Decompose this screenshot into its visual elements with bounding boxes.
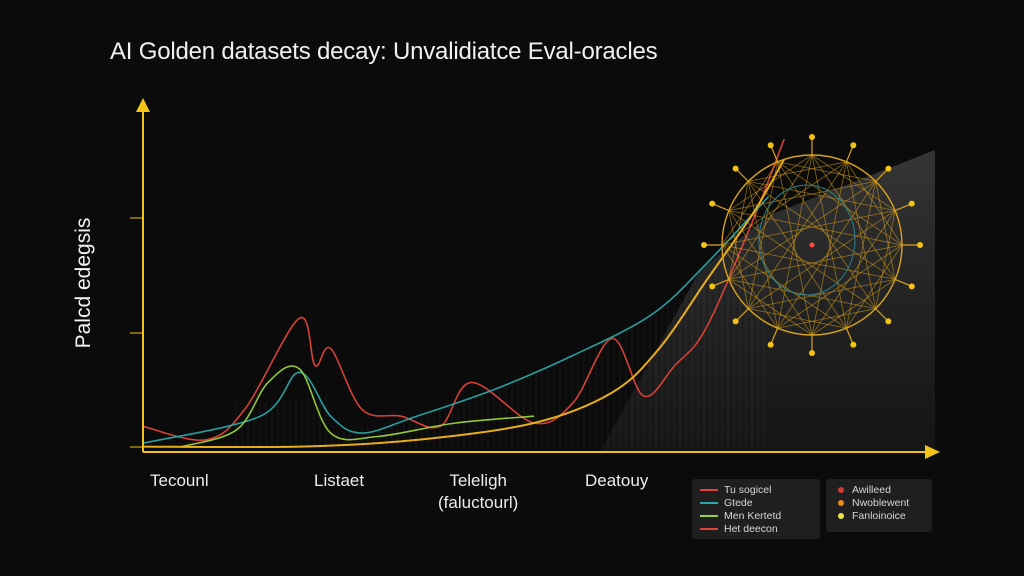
legend-item: Tu sogicel: [700, 483, 812, 496]
oracle-edge: [728, 279, 813, 336]
oracle-edge: [875, 210, 896, 309]
x-category-label: Deatouy: [585, 471, 649, 490]
oracle-edge: [811, 154, 847, 329]
oracle-spike: [770, 144, 779, 163]
oracle-network: [701, 134, 923, 356]
legend-markers: Awilleed Nwoblewent Fanloinoice: [826, 479, 932, 532]
series-line-3: [181, 365, 535, 448]
oracle-node: [709, 200, 716, 207]
oracle-edge: [777, 154, 813, 329]
oracle-node: [767, 142, 774, 149]
oracle-edge: [846, 181, 877, 329]
oracle-node: [908, 283, 915, 290]
oracle-edge: [777, 181, 877, 329]
legend-lines: Tu sogicel Gtede Men Kertetd Het deecon: [692, 479, 820, 539]
oracle-node: [809, 134, 815, 140]
oracle-edge: [728, 210, 876, 310]
oracle-edge: [728, 210, 903, 246]
oracle-edge: [728, 210, 749, 309]
oracle-node: [709, 283, 716, 290]
oracle-edge: [721, 161, 778, 246]
oracle-edge: [811, 210, 896, 336]
oracle-edge: [748, 210, 896, 310]
x-category-label: Teleligh (faluctourl): [438, 471, 519, 512]
oracle-spike: [735, 168, 749, 182]
x-axis-arrow: [925, 445, 940, 459]
oracle-spike: [711, 278, 730, 287]
oracle-edge: [728, 154, 813, 211]
oracle-edge: [846, 244, 903, 329]
oracle-edge: [777, 161, 876, 182]
oracle-node: [701, 242, 707, 248]
x-category-label: Listaet: [314, 471, 365, 490]
series-line-2: [142, 195, 770, 444]
oracle-spike: [894, 203, 913, 212]
oracle-spike: [845, 144, 854, 163]
oracle-core: [809, 242, 815, 248]
oracle-spike: [875, 168, 889, 182]
oracle-node: [885, 165, 892, 172]
legend-item: Gtede: [700, 496, 812, 509]
oracle-edge: [728, 181, 749, 280]
oracle-edge: [811, 161, 847, 336]
oracle-spike: [845, 327, 854, 346]
oracle-node: [809, 350, 815, 356]
oracle-edge: [748, 180, 896, 280]
oracle-spike: [770, 327, 779, 346]
oracle-edge: [846, 161, 903, 246]
series-line-4: [142, 158, 786, 449]
legend-item: Awilleed: [834, 483, 924, 496]
oracle-spike: [735, 308, 749, 322]
oracle-node: [917, 242, 923, 248]
x-category-label: Tecounl: [150, 471, 209, 490]
oracle-edge: [747, 161, 847, 309]
oracle-edge: [777, 308, 876, 329]
oracle-edge: [811, 279, 896, 336]
oracle-edge: [721, 244, 896, 280]
oracle-edge: [721, 244, 778, 329]
oracle-node: [908, 200, 915, 207]
oracle-node: [767, 341, 774, 348]
oracle-spike: [875, 308, 889, 322]
oracle-spike: [711, 203, 730, 212]
oracle-edge: [748, 308, 847, 329]
oracle-edge: [846, 161, 877, 309]
oracle-inner-ring: [758, 184, 856, 296]
oracle-edge: [777, 161, 813, 336]
chart-title: AI Golden datasets decay: Unvalidiatce E…: [110, 38, 658, 65]
decay-area: [600, 150, 935, 452]
oracle-edge: [728, 180, 876, 280]
oracle-edge: [721, 210, 896, 246]
oracle-edge: [777, 161, 877, 309]
oracle-edge: [748, 161, 847, 182]
oracle-edge: [811, 154, 896, 280]
oracle-edge: [747, 181, 847, 329]
oracle-node: [732, 165, 739, 172]
legend-item: Fanloinoice: [834, 509, 924, 522]
oracle-node: [850, 341, 857, 348]
legend-item: Nwoblewent: [834, 496, 924, 509]
oracle-node: [850, 142, 857, 149]
oracle-edge: [875, 181, 896, 280]
oracle-node: [885, 318, 892, 325]
oracle-spike: [894, 278, 913, 287]
oracle-edge: [811, 154, 896, 211]
y-axis-arrow: [136, 98, 150, 112]
legend-item: Men Kertetd: [700, 509, 812, 522]
legend-item: Het deecon: [700, 522, 812, 535]
oracle-edge: [728, 244, 903, 280]
oracle-node: [732, 318, 739, 325]
series-line-1: [142, 138, 785, 442]
